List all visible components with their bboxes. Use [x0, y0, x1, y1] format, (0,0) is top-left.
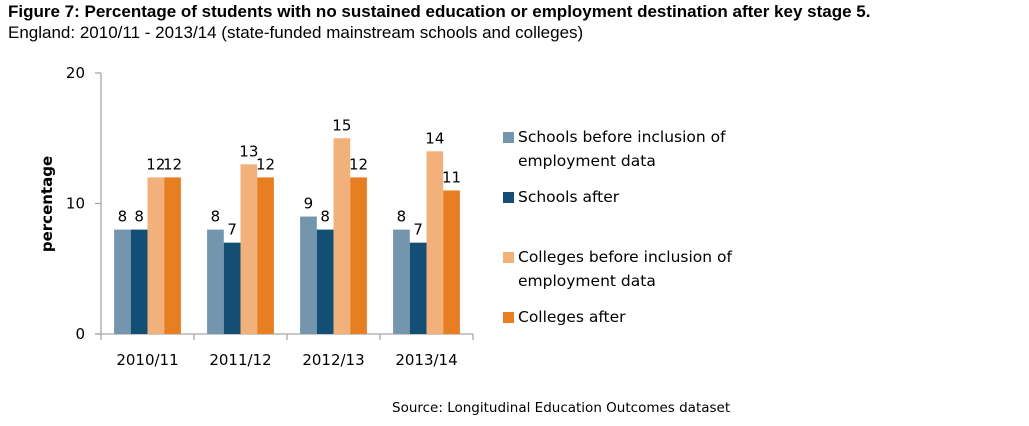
bar [130, 229, 148, 334]
legend-label-line: employment data [518, 152, 656, 170]
legend-label: Schools before inclusion of employment da… [518, 125, 726, 173]
bar [257, 177, 274, 334]
y-tick-label: 0 [75, 325, 85, 343]
data-label: 8 [320, 208, 330, 226]
bar [300, 216, 317, 334]
data-label: 12 [163, 155, 182, 173]
chart-title: Figure 7: Percentage of students with no… [8, 2, 871, 21]
y-tick-label: 10 [66, 195, 85, 213]
data-label: 8 [397, 208, 407, 226]
bar [316, 229, 334, 334]
bar [164, 177, 181, 334]
legend-label: Colleges before inclusion of employment d… [518, 245, 732, 293]
data-label: 12 [256, 155, 275, 173]
data-label: 14 [425, 129, 444, 147]
legend-label-line: Colleges before inclusion of [518, 248, 732, 266]
x-tick-label: 2012/13 [302, 351, 364, 369]
bar [443, 190, 460, 334]
data-label: 8 [134, 208, 144, 226]
source-note: Source: Longitudinal Education Outcomes … [392, 400, 731, 416]
legend-label: Colleges after [518, 305, 626, 329]
bar [393, 229, 410, 334]
y-axis-title: percentage [38, 156, 56, 252]
data-label: 7 [413, 221, 423, 239]
legend-swatch [503, 132, 514, 143]
bar [240, 164, 258, 334]
data-label: 9 [304, 195, 314, 213]
x-tick-label: 2010/11 [116, 351, 178, 369]
legend-label-line: employment data [518, 272, 656, 290]
bar [114, 229, 131, 334]
legend-swatch [503, 252, 514, 263]
legend-label-line: Schools after [518, 188, 620, 206]
legend-swatch [503, 312, 514, 323]
chart-subtitle: England: 2010/11 - 2013/14 (state-funded… [8, 23, 584, 42]
bar [350, 177, 367, 334]
data-label: 7 [227, 221, 237, 239]
legend-label: Schools after [518, 185, 619, 209]
data-label: 12 [349, 155, 368, 173]
bar [333, 138, 351, 334]
y-tick-label: 20 [66, 64, 85, 82]
data-label: 8 [118, 208, 128, 226]
data-label: 13 [239, 142, 258, 160]
data-label: 12 [146, 155, 165, 173]
data-label: 11 [442, 168, 461, 186]
legend-label-line: Schools before inclusion of [518, 128, 726, 146]
bar [409, 242, 427, 334]
bar [426, 151, 444, 334]
data-label: 15 [332, 116, 351, 134]
legend-label-line: Colleges after [518, 308, 626, 326]
x-tick-label: 2013/14 [395, 351, 457, 369]
bar [147, 177, 165, 334]
bar [223, 242, 241, 334]
legend-swatch [503, 192, 514, 203]
data-label: 8 [211, 208, 221, 226]
bar [207, 229, 224, 334]
x-tick-label: 2011/12 [209, 351, 271, 369]
